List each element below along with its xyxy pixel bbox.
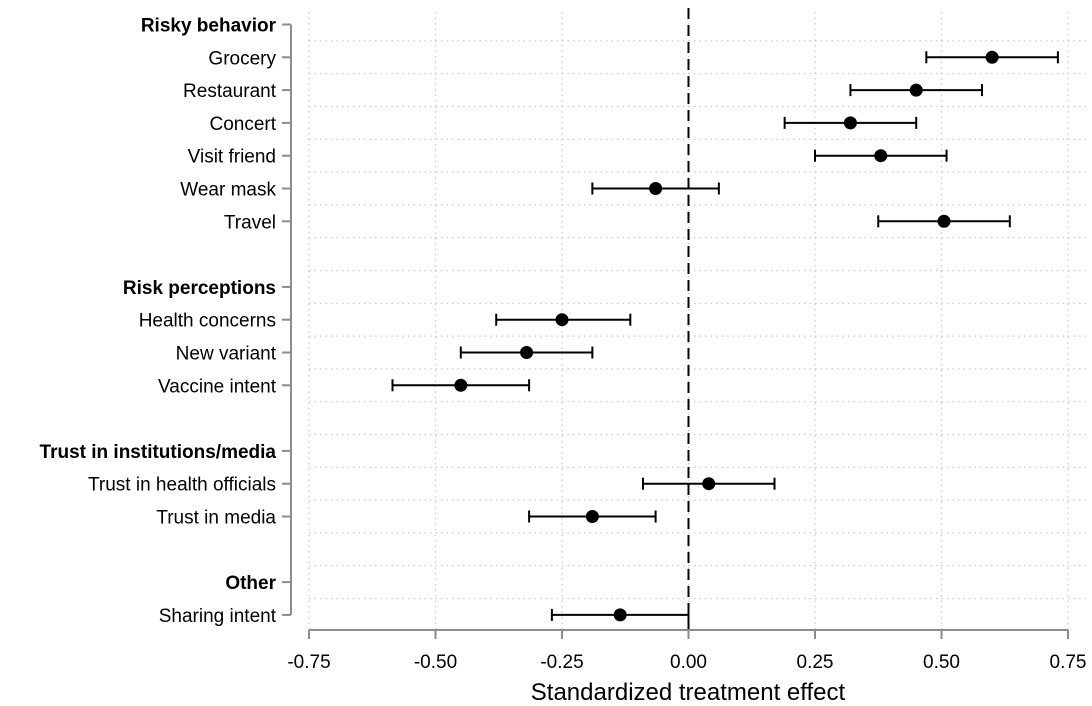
row-labels: Risky behavior Grocery Restaurant Concert Vi… [40, 16, 277, 627]
x-tick-label: 0.50 [923, 652, 960, 673]
point-estimate [909, 83, 923, 97]
x-tick-label: -0.75 [287, 652, 330, 673]
point-estimate [454, 378, 468, 392]
point-estimate [520, 346, 534, 359]
estimate-travel [877, 214, 1011, 228]
group-label: Other [225, 573, 276, 594]
row-label: Grocery [208, 48, 276, 69]
row-label: Trust in health officials [88, 475, 276, 496]
group-label: Risk perceptions [123, 278, 276, 299]
row-label: Sharing intent [159, 606, 277, 627]
point-estimate [585, 510, 599, 523]
estimate-grocery [925, 50, 1059, 64]
estimate-sharing-intent [550, 608, 690, 622]
x-axis-title: Standardized treatment effect [531, 679, 846, 706]
x-tick-label: 0.25 [797, 652, 834, 673]
estimate-health-concerns [495, 313, 632, 327]
point-estimate [555, 313, 569, 327]
row-label: Vaccine intent [158, 376, 277, 397]
x-tick-label: 0.75 [1050, 652, 1087, 673]
x-tick-label: 0.00 [670, 652, 707, 673]
group-label: Risky behavior [141, 16, 277, 37]
point-estimate [874, 149, 888, 163]
estimate-vaccine-intent [391, 378, 531, 392]
estimate-concert [783, 116, 918, 130]
estimate-visit-friend [814, 149, 948, 163]
grid-lines [308, 12, 1088, 630]
x-tick-label: -0.50 [414, 652, 457, 673]
point-estimate [843, 116, 857, 130]
row-label: Concert [209, 114, 276, 135]
group-label: Trust in institutions/media [40, 442, 277, 463]
row-label: Visit friend [188, 147, 276, 168]
row-label: New variant [176, 344, 277, 365]
row-label: Trust in media [156, 508, 276, 529]
estimate-restaurant [849, 83, 983, 97]
estimates [391, 50, 1059, 622]
point-estimate [613, 608, 627, 622]
point-estimate [649, 182, 663, 195]
row-label: Restaurant [183, 81, 277, 102]
estimate-wear-mask [591, 182, 720, 195]
row-label: Wear mask [180, 180, 276, 201]
estimate-trust-in-health-officials [641, 477, 776, 491]
point-estimate [937, 214, 951, 228]
row-label: Health concerns [139, 311, 276, 332]
axes: -0.75 -0.50 -0.25 0.00 0.25 0.50 0.75 [282, 8, 1086, 673]
point-estimate [985, 50, 999, 64]
x-tick-label: -0.25 [540, 652, 583, 673]
estimate-trust-in-media [528, 510, 657, 523]
point-estimate [702, 477, 716, 491]
estimate-new-variant [459, 346, 594, 359]
row-label: Travel [224, 212, 276, 233]
